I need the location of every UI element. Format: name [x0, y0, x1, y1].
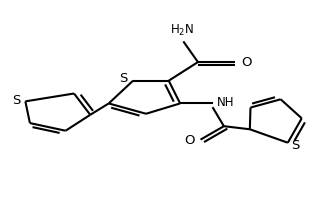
Text: NH: NH — [216, 96, 234, 109]
Text: H$_2$N: H$_2$N — [170, 23, 194, 38]
Text: S: S — [291, 139, 300, 152]
Text: O: O — [241, 55, 252, 69]
Text: O: O — [184, 134, 195, 147]
Text: S: S — [119, 72, 127, 85]
Text: S: S — [12, 94, 21, 107]
